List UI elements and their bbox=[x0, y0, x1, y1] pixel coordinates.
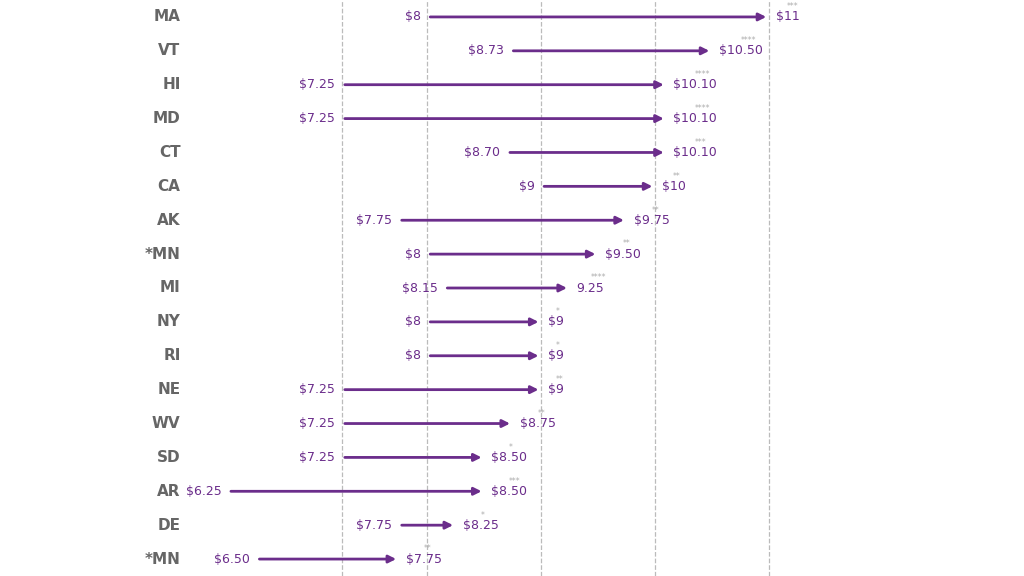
Text: *MN: *MN bbox=[144, 552, 180, 567]
Text: $9: $9 bbox=[548, 383, 564, 396]
Text: $7.25: $7.25 bbox=[299, 112, 335, 125]
Text: ****: **** bbox=[591, 274, 606, 282]
Text: *: * bbox=[509, 443, 513, 452]
Text: $8: $8 bbox=[404, 349, 421, 362]
Text: $10.50: $10.50 bbox=[719, 44, 763, 58]
Text: AR: AR bbox=[157, 484, 180, 499]
Text: $9.50: $9.50 bbox=[605, 248, 641, 260]
Text: ****: **** bbox=[740, 36, 756, 45]
Text: $8.25: $8.25 bbox=[463, 518, 499, 532]
Text: $9: $9 bbox=[548, 316, 564, 328]
Text: $10.10: $10.10 bbox=[674, 112, 717, 125]
Text: $9: $9 bbox=[548, 349, 564, 362]
Text: HI: HI bbox=[162, 77, 180, 92]
Text: MD: MD bbox=[153, 111, 180, 126]
Text: $6.50: $6.50 bbox=[214, 552, 250, 566]
Text: **: ** bbox=[623, 240, 631, 248]
Text: **: ** bbox=[555, 375, 563, 384]
Text: $7.75: $7.75 bbox=[406, 552, 441, 566]
Text: **: ** bbox=[651, 206, 659, 215]
Text: SD: SD bbox=[157, 450, 180, 465]
Text: NE: NE bbox=[158, 382, 180, 397]
Text: ***: *** bbox=[786, 2, 798, 12]
Text: $10.10: $10.10 bbox=[674, 146, 717, 159]
Text: ****: **** bbox=[694, 104, 711, 113]
Text: *: * bbox=[555, 341, 559, 350]
Text: $7.25: $7.25 bbox=[299, 383, 335, 396]
Text: $7.25: $7.25 bbox=[299, 417, 335, 430]
Text: $8: $8 bbox=[404, 10, 421, 24]
Text: AK: AK bbox=[157, 213, 180, 228]
Text: RI: RI bbox=[163, 348, 180, 363]
Text: ***: *** bbox=[509, 476, 520, 486]
Text: DE: DE bbox=[158, 518, 180, 533]
Text: $7.25: $7.25 bbox=[299, 451, 335, 464]
Text: **: ** bbox=[424, 544, 431, 554]
Text: $10.10: $10.10 bbox=[674, 78, 717, 91]
Text: $7.25: $7.25 bbox=[299, 78, 335, 91]
Text: $11: $11 bbox=[776, 10, 800, 24]
Text: $9.75: $9.75 bbox=[634, 214, 670, 227]
Text: $8: $8 bbox=[404, 316, 421, 328]
Text: $6.25: $6.25 bbox=[185, 485, 221, 498]
Text: MI: MI bbox=[160, 281, 180, 295]
Text: ****: **** bbox=[694, 70, 711, 79]
Text: **: ** bbox=[673, 172, 680, 181]
Text: WV: WV bbox=[152, 416, 180, 431]
Text: ***: *** bbox=[694, 138, 707, 147]
Text: CA: CA bbox=[158, 179, 180, 194]
Text: *MN: *MN bbox=[144, 247, 180, 262]
Text: $8.15: $8.15 bbox=[401, 282, 437, 294]
Text: **: ** bbox=[538, 409, 545, 418]
Text: CT: CT bbox=[159, 145, 180, 160]
Text: $7.75: $7.75 bbox=[356, 518, 392, 532]
Text: $8.73: $8.73 bbox=[468, 44, 504, 58]
Text: $9: $9 bbox=[518, 180, 535, 193]
Text: $8.50: $8.50 bbox=[492, 485, 527, 498]
Text: $10: $10 bbox=[662, 180, 686, 193]
Text: $8: $8 bbox=[404, 248, 421, 260]
Text: $8.70: $8.70 bbox=[464, 146, 501, 159]
Text: MA: MA bbox=[154, 9, 180, 24]
Text: $8.75: $8.75 bbox=[519, 417, 556, 430]
Text: *: * bbox=[555, 307, 559, 316]
Text: *: * bbox=[480, 510, 484, 520]
Text: $7.75: $7.75 bbox=[356, 214, 392, 227]
Text: $8.50: $8.50 bbox=[492, 451, 527, 464]
Text: VT: VT bbox=[159, 43, 180, 58]
Text: NY: NY bbox=[157, 314, 180, 329]
Text: 9.25: 9.25 bbox=[577, 282, 604, 294]
